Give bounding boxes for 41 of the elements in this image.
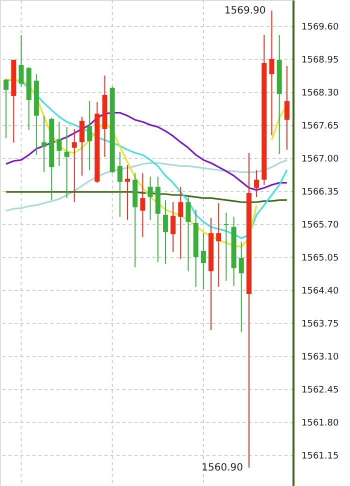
candlestick xyxy=(238,241,244,333)
line-series xyxy=(5,112,288,191)
candlestick xyxy=(42,115,47,173)
candlestick xyxy=(254,170,260,198)
y-tick-label: 1567.65 xyxy=(302,121,339,132)
y-tick-label: 1566.35 xyxy=(302,187,339,198)
candlestick xyxy=(87,100,92,171)
annotation: 1560.90 xyxy=(202,462,243,474)
candlestick xyxy=(64,126,70,199)
y-tick-label: 1561.80 xyxy=(302,418,339,429)
line-series xyxy=(5,159,288,212)
candlestick xyxy=(284,66,290,150)
y-tick-label: 1569.60 xyxy=(302,22,339,32)
candlestick xyxy=(224,212,229,282)
candlestick xyxy=(140,172,146,238)
candlestick xyxy=(79,116,84,176)
candlestick xyxy=(162,200,168,265)
y-tick-label: 1568.95 xyxy=(302,55,339,66)
candlestick xyxy=(4,78,9,139)
y-tick-label: 1563.75 xyxy=(302,319,339,330)
candlestick xyxy=(72,128,77,203)
y-tick-label: 1565.70 xyxy=(302,220,339,230)
y-tick-label: 1563.10 xyxy=(302,352,339,362)
candlestick xyxy=(18,34,24,88)
candlestick xyxy=(125,164,130,220)
y-tick-label: 1561.15 xyxy=(302,452,339,462)
candlestick xyxy=(117,151,122,218)
candlestick xyxy=(148,176,153,220)
candlestick xyxy=(56,121,62,167)
annotation: 1569.90 xyxy=(224,6,266,17)
y-tick-label: 1567.00 xyxy=(302,154,339,164)
y-tick-label: 1565.05 xyxy=(302,253,339,264)
candlestick xyxy=(216,202,222,288)
candlestick xyxy=(200,232,206,290)
candlestick xyxy=(170,202,176,252)
y-tick-label: 1568.30 xyxy=(302,88,339,98)
candlestick xyxy=(186,196,191,272)
candlestick xyxy=(269,10,274,136)
candlestick xyxy=(178,186,184,260)
y-tick-label: 1564.40 xyxy=(302,286,339,296)
y-tick-label: 1562.45 xyxy=(302,386,339,396)
